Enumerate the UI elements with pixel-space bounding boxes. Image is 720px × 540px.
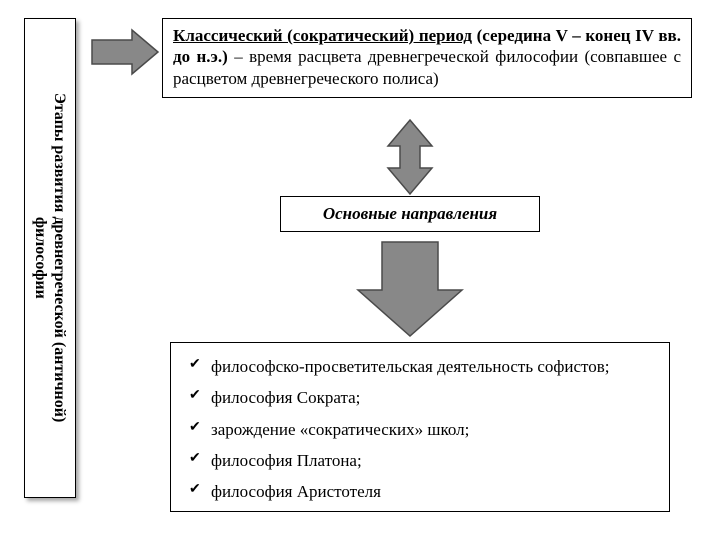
directions-label-text: Основные направления	[323, 204, 497, 224]
list-item: философско-просветительская деятельность…	[211, 356, 655, 377]
diagram-page: Этапы развития древнегреческой (античной…	[0, 0, 720, 540]
list-item: философия Аристотеля	[211, 481, 655, 502]
period-rest-text: – время расцвета древнегреческой философ…	[173, 47, 681, 87]
list-item: философия Сократа;	[211, 387, 655, 408]
arrow-right-icon	[92, 30, 158, 74]
vertical-title-text: Этапы развития древнегреческой (античной…	[31, 93, 69, 422]
arrow-down-icon	[358, 242, 462, 336]
arrow-updown-icon	[388, 120, 432, 194]
directions-list: философско-просветительская деятельность…	[211, 356, 655, 502]
directions-label-box: Основные направления	[280, 196, 540, 232]
directions-list-box: философско-просветительская деятельность…	[170, 342, 670, 512]
vertical-title-box: Этапы развития древнегреческой (античной…	[24, 18, 76, 498]
period-description-box: Классический (сократический) период (сер…	[162, 18, 692, 98]
list-item: зарождение «сократических» школ;	[211, 419, 655, 440]
list-item: философия Платона;	[211, 450, 655, 471]
period-title-underline: Классический (сократический) период	[173, 26, 472, 45]
